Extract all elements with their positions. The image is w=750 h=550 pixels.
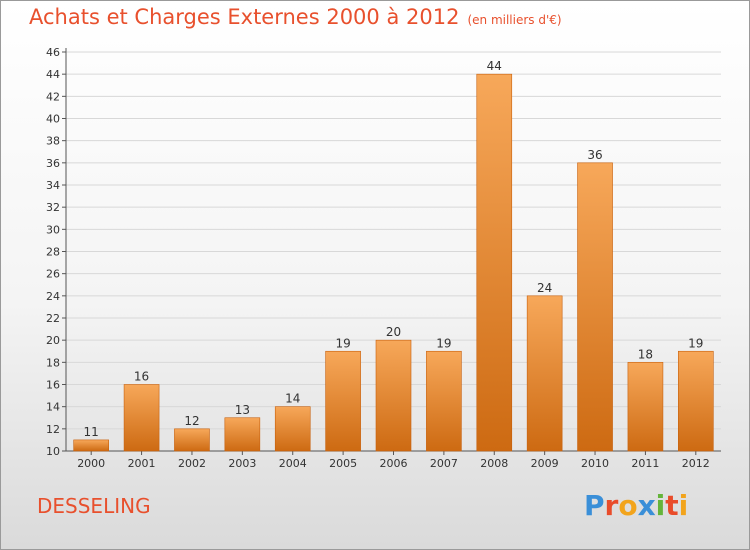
y-tick-label-14: 14 [46, 401, 60, 414]
x-tick-label-2010: 2010 [581, 457, 609, 470]
data-label-2005: 19 [335, 336, 350, 350]
brand-letter: i [678, 489, 689, 522]
x-tick-label-2009: 2009 [531, 457, 559, 470]
y-tick-label-40: 40 [46, 113, 60, 126]
data-label-2003: 13 [235, 403, 250, 417]
bar-2007 [426, 350, 462, 452]
data-label-2006: 20 [386, 325, 401, 339]
bar-2008 [476, 73, 513, 452]
y-tick-label-24: 24 [46, 290, 60, 303]
brand-letter: t [665, 489, 679, 522]
y-tick-label-36: 36 [46, 157, 60, 170]
bar-2000 [73, 439, 109, 452]
x-tick-label-2000: 2000 [77, 457, 105, 470]
bar-2004 [274, 406, 311, 452]
x-tick-label-2006: 2006 [380, 457, 408, 470]
y-tick-label-46: 46 [46, 46, 60, 59]
data-label-2001: 16 [134, 370, 149, 384]
x-tick-label-2005: 2005 [329, 457, 357, 470]
y-tick-label-38: 38 [46, 135, 60, 148]
y-tick-label-42: 42 [46, 90, 60, 103]
y-tick-label-10: 10 [46, 445, 60, 458]
chart-title-line: Achats et Charges Externes 2000 à 2012 (e… [29, 5, 562, 29]
x-tick-label-2004: 2004 [279, 457, 307, 470]
x-tick-label-2003: 2003 [228, 457, 256, 470]
bar-2003 [224, 417, 261, 452]
bar-2010 [577, 162, 613, 452]
data-label-2012: 19 [688, 336, 703, 350]
data-label-2010: 36 [587, 148, 602, 162]
data-label-2000: 11 [84, 425, 99, 439]
y-tick-label-26: 26 [46, 268, 60, 281]
y-tick-label-30: 30 [46, 223, 60, 236]
y-tick-label-28: 28 [46, 246, 60, 259]
x-tick-label-2011: 2011 [631, 457, 659, 470]
y-tick-label-18: 18 [46, 356, 60, 369]
brand-letter: x [637, 489, 656, 522]
bar-2009 [526, 295, 563, 452]
brand-letter: i [655, 489, 666, 522]
brand-letter: r [604, 489, 619, 522]
data-label-2007: 19 [436, 336, 451, 350]
chart-title: Achats et Charges Externes 2000 à 2012 [29, 5, 460, 29]
brand-logo: Proxiti [584, 489, 688, 522]
x-tick-label-2001: 2001 [128, 457, 156, 470]
place-name: DESSELING [37, 494, 151, 518]
data-label-2004: 14 [285, 392, 300, 406]
bar-2012 [678, 350, 714, 452]
brand-letter: P [584, 489, 605, 522]
y-tick-label-20: 20 [46, 334, 60, 347]
y-tick-label-12: 12 [46, 423, 60, 436]
y-tick-label-32: 32 [46, 201, 60, 214]
y-tick-label-16: 16 [46, 379, 60, 392]
bar-2005 [325, 350, 361, 452]
x-tick-label-2008: 2008 [480, 457, 508, 470]
x-tick-label-2002: 2002 [178, 457, 206, 470]
data-label-2008: 44 [487, 59, 502, 73]
y-tick-label-44: 44 [46, 68, 60, 81]
x-tick-label-2012: 2012 [682, 457, 710, 470]
data-label-2002: 12 [184, 414, 199, 428]
y-tick-label-34: 34 [46, 179, 60, 192]
bar-2006 [375, 339, 412, 452]
data-label-2009: 24 [537, 281, 552, 295]
bar-2002 [174, 428, 210, 452]
bar-2011 [627, 362, 664, 452]
y-tick-label-22: 22 [46, 312, 60, 325]
brand-letter: o [618, 489, 638, 522]
x-tick-label-2007: 2007 [430, 457, 458, 470]
chart-unit: (en milliers d'€) [467, 13, 562, 27]
data-label-2011: 18 [638, 347, 653, 361]
bar-2001 [123, 384, 160, 452]
